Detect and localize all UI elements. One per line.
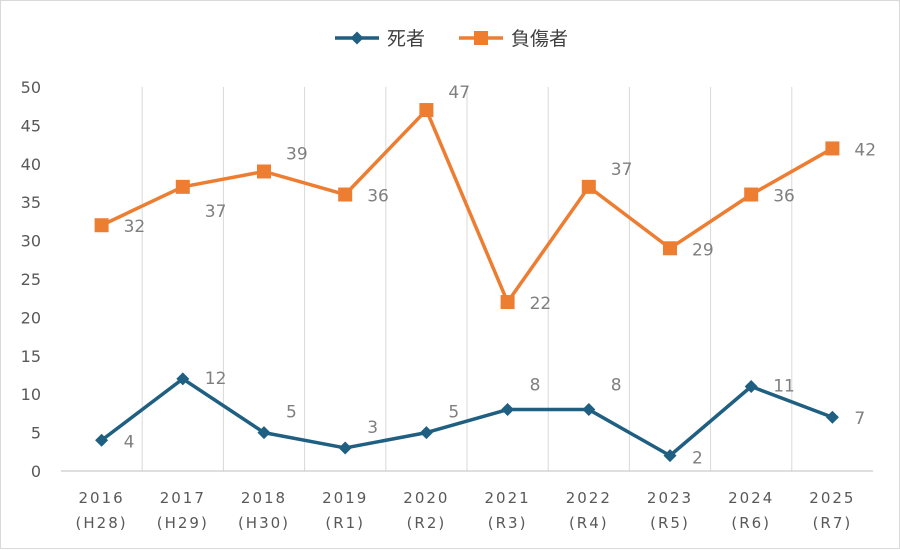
x-tick-label: 2024: [728, 489, 774, 507]
x-tick-sublabel: (H28): [76, 514, 128, 532]
x-tick-sublabel: (R6): [731, 514, 771, 532]
x-tick-sublabel: (R4): [569, 514, 609, 532]
data-point-marker: [500, 295, 515, 310]
x-tick-sublabel: (H30): [238, 514, 290, 532]
data-label: 2: [692, 449, 703, 469]
data-label: 8: [611, 376, 622, 396]
data-point-marker: [94, 218, 109, 233]
y-axis: 0 5 10 15 20 25 30 35 40 45 50: [21, 78, 41, 481]
x-tick-label: 2018: [241, 489, 287, 507]
data-point-marker: [501, 403, 515, 417]
y-tick-label: 5: [31, 424, 41, 443]
data-label: 29: [692, 240, 714, 260]
data-label: 36: [367, 187, 389, 207]
data-point-marker: [338, 187, 353, 202]
legend-label: 死者: [387, 28, 425, 50]
data-point-marker: [663, 449, 677, 463]
grid-lines: [61, 87, 873, 472]
x-tick-label: 2022: [566, 489, 612, 507]
data-label: 42: [854, 140, 876, 160]
series-line: [100, 108, 834, 304]
y-tick-label: 40: [21, 155, 41, 174]
x-tick-label: 2020: [403, 489, 449, 507]
data-point-marker: [257, 426, 271, 440]
y-tick-label: 25: [21, 270, 41, 289]
data-point-marker: [419, 426, 433, 440]
data-label: 12: [205, 369, 227, 389]
y-tick-label: 30: [21, 232, 41, 251]
x-tick-label: 2021: [485, 489, 531, 507]
x-tick-label: 2025: [809, 489, 855, 507]
data-point-marker: [176, 372, 190, 386]
data-point-marker: [175, 179, 190, 194]
data-label: 32: [124, 217, 146, 237]
data-label: 8: [530, 376, 541, 396]
data-labels: 4 12 5 3 5 8 8 2 11 7 32 37 39 36 47 22 37 29 36 42: [124, 83, 876, 469]
series-line: [100, 377, 834, 458]
data-point-marker: [338, 441, 352, 455]
x-tick-sublabel: (R3): [488, 514, 528, 532]
legend: 死者 負傷者: [335, 28, 568, 50]
x-tick-label: 2017: [160, 489, 206, 507]
x-tick-label: 2016: [79, 489, 125, 507]
y-tick-label: 45: [21, 116, 41, 135]
data-point-marker: [744, 187, 759, 202]
x-tick-sublabel: (R1): [325, 514, 365, 532]
data-label: 5: [448, 403, 459, 423]
data-label: 47: [448, 83, 470, 103]
data-label: 37: [611, 160, 633, 180]
legend-label: 負傷者: [511, 28, 568, 50]
data-point-marker: [419, 103, 434, 118]
data-label: 36: [773, 187, 795, 207]
x-tick-label: 2019: [322, 489, 368, 507]
data-point-marker: [257, 164, 271, 179]
data-point-marker: [825, 141, 840, 156]
x-tick-sublabel: (R2): [407, 514, 447, 532]
series-layer: [94, 103, 840, 463]
y-tick-label: 10: [21, 385, 41, 404]
x-axis: 2016 (H28) 2017 (H29) 2018 (H30) 2019 (R1) 2020 (…: [76, 489, 855, 532]
x-tick-sublabel: (R5): [650, 514, 690, 532]
data-label: 11: [773, 377, 795, 397]
y-tick-label: 35: [21, 193, 41, 212]
y-tick-label: 50: [21, 78, 41, 97]
data-label: 3: [367, 418, 378, 438]
y-tick-label: 20: [21, 308, 41, 327]
data-point-marker: [744, 380, 758, 394]
data-point-marker: [581, 179, 596, 194]
data-point-marker: [663, 241, 677, 256]
data-point-marker: [825, 410, 839, 424]
data-point-marker: [582, 403, 596, 417]
data-point-marker: [95, 433, 109, 447]
legend-marker: [474, 31, 488, 45]
x-tick-label: 2023: [647, 489, 693, 507]
data-label: 4: [124, 432, 135, 452]
y-tick-label: 15: [21, 347, 41, 366]
x-tick-sublabel: (R7): [813, 514, 853, 532]
y-tick-label: 0: [31, 462, 41, 481]
data-label: 7: [854, 409, 865, 429]
data-label: 5: [286, 403, 297, 423]
data-label: 22: [530, 294, 552, 314]
x-tick-sublabel: (H29): [157, 514, 209, 532]
data-label: 37: [205, 202, 227, 222]
legend-marker: [350, 31, 364, 45]
data-label: 39: [286, 144, 308, 164]
